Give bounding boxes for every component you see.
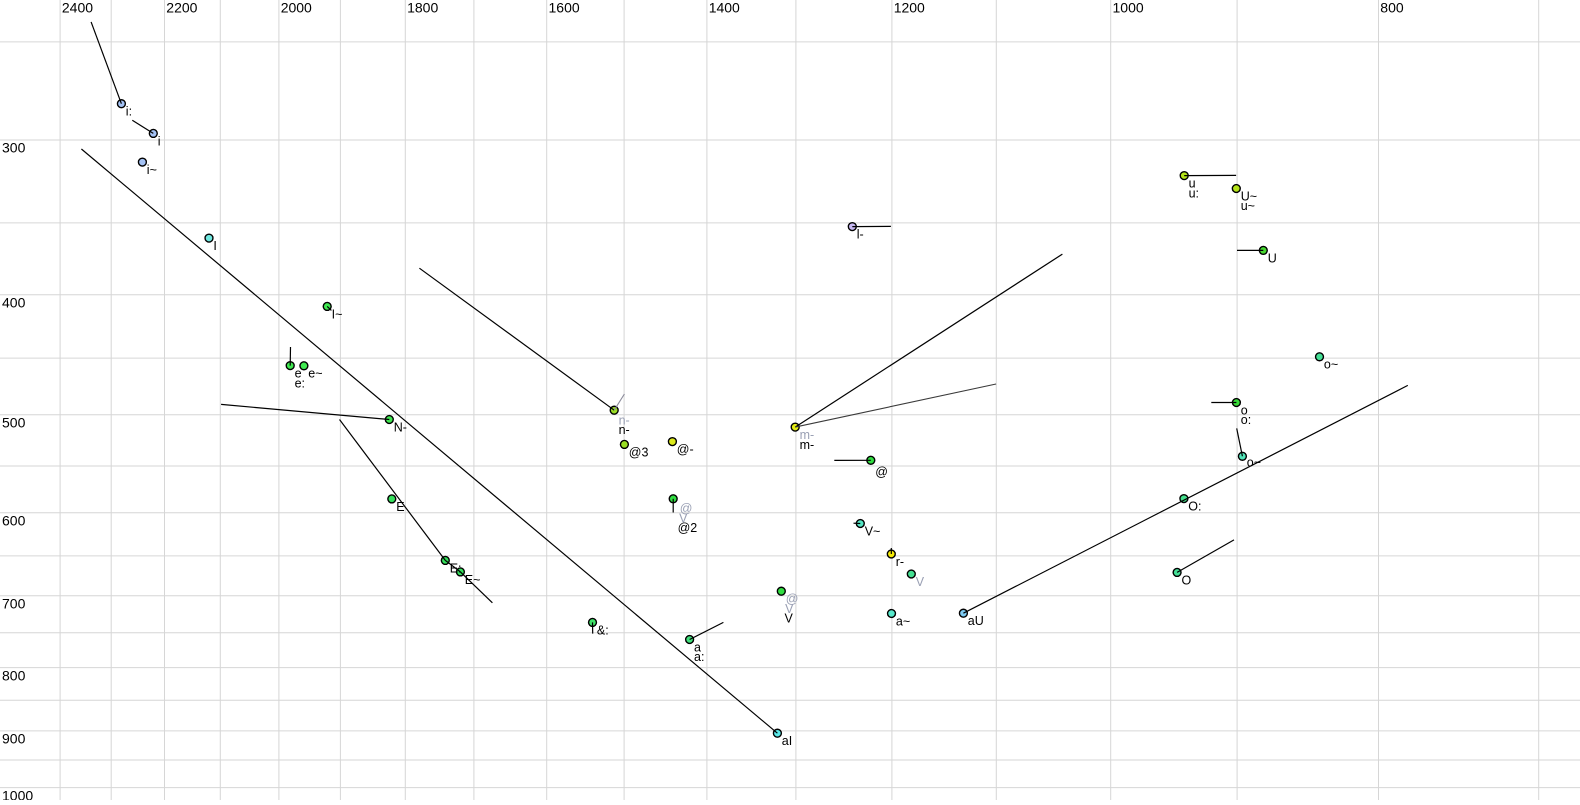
svg-text:N-: N-	[394, 420, 407, 434]
svg-text:e~: e~	[308, 367, 322, 381]
svg-text:600: 600	[2, 513, 26, 529]
svg-text:i: i	[158, 134, 161, 148]
svg-text:E:: E:	[450, 561, 462, 575]
svg-text:&:: &:	[597, 623, 609, 637]
svg-text:E: E	[396, 500, 404, 514]
svg-text:o:: o:	[1241, 413, 1251, 427]
svg-text:800: 800	[1380, 0, 1404, 16]
svg-text:U: U	[1268, 251, 1277, 265]
svg-text:V: V	[785, 612, 794, 626]
svg-text:1400: 1400	[709, 0, 740, 16]
svg-text:800: 800	[2, 667, 26, 683]
svg-text:I: I	[213, 239, 216, 253]
svg-text:u:: u:	[1189, 186, 1199, 200]
svg-text:V: V	[916, 575, 925, 589]
svg-text:900: 900	[2, 731, 26, 747]
svg-text:aI: aI	[782, 734, 792, 748]
svg-text:a:: a:	[694, 650, 704, 664]
svg-text:V~: V~	[865, 524, 881, 538]
svg-text:@2: @2	[678, 521, 698, 535]
svg-text:a~: a~	[896, 614, 910, 628]
svg-text:i~: i~	[147, 163, 157, 177]
svg-text:aU: aU	[968, 614, 984, 628]
svg-text:n-: n-	[619, 423, 630, 437]
svg-text:u~: u~	[1241, 199, 1255, 213]
svg-text:o~: o~	[1247, 455, 1261, 469]
svg-text:1800: 1800	[407, 0, 438, 16]
svg-text:O: O	[1182, 573, 1192, 587]
svg-text:1600: 1600	[549, 0, 580, 16]
svg-text:o~: o~	[1324, 358, 1338, 372]
svg-text:400: 400	[2, 294, 26, 310]
svg-text:@: @	[875, 465, 888, 479]
svg-text:1200: 1200	[894, 0, 925, 16]
svg-text:@3: @3	[629, 445, 649, 459]
svg-text:2200: 2200	[166, 0, 197, 16]
svg-text:1000: 1000	[2, 787, 33, 800]
svg-text:300: 300	[2, 140, 26, 156]
svg-text:700: 700	[2, 595, 26, 611]
svg-text:m-: m-	[800, 438, 815, 452]
svg-text:1000: 1000	[1113, 0, 1144, 16]
svg-text:E~: E~	[465, 573, 481, 587]
svg-text:2400: 2400	[62, 0, 93, 16]
svg-text:O:: O:	[1188, 500, 1201, 514]
svg-text:@-: @-	[677, 443, 694, 457]
svg-text:r-: r-	[896, 555, 904, 569]
svg-text:l-: l-	[857, 228, 864, 242]
svg-text:I~: I~	[332, 307, 343, 321]
svg-text:e:: e:	[295, 376, 305, 390]
svg-text:i:: i:	[126, 105, 132, 119]
svg-text:2000: 2000	[281, 0, 312, 16]
svg-text:500: 500	[2, 415, 26, 431]
